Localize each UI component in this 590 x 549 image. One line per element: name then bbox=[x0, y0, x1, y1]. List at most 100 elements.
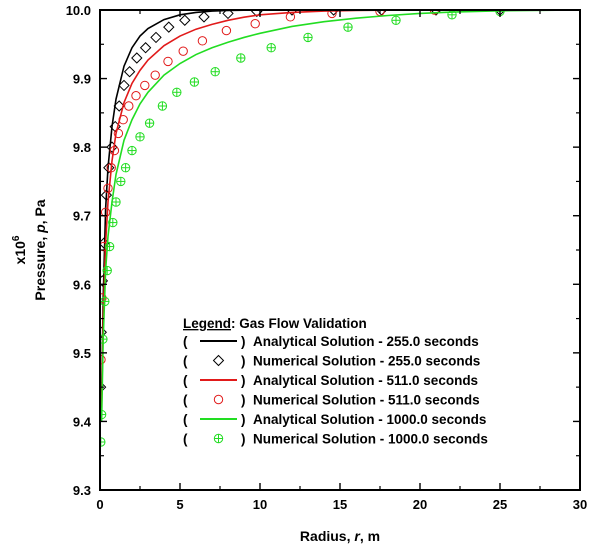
y-tick-label: 9.3 bbox=[73, 483, 91, 498]
legend-label: Analytical Solution - 255.0 seconds bbox=[253, 334, 479, 349]
legend-marker-swatch bbox=[212, 354, 225, 367]
legend-label: Numerical Solution - 255.0 seconds bbox=[253, 354, 480, 369]
data-point bbox=[150, 70, 160, 80]
y-axis-multiplier-exponent: 6 bbox=[11, 235, 22, 241]
legend-heading: Legend: Gas Flow Validation bbox=[183, 316, 367, 331]
data-point bbox=[429, 10, 440, 15]
data-point bbox=[144, 118, 155, 128]
x-tick-label: 20 bbox=[413, 497, 427, 512]
data-point bbox=[118, 79, 130, 92]
data-point bbox=[100, 296, 110, 307]
legend-open-paren: ( bbox=[183, 354, 188, 369]
data-point bbox=[163, 56, 173, 67]
data-point bbox=[108, 217, 118, 228]
axis-ticks: 0 5 10 15 20 25 30 9.3 9.4 9.5 9.6 9.7 9.8 9.9 10.0 bbox=[66, 3, 588, 512]
data-point bbox=[157, 101, 168, 111]
data-point bbox=[343, 22, 353, 32]
data-point bbox=[303, 32, 313, 43]
legend-close-paren: ) bbox=[241, 334, 246, 349]
data-point bbox=[327, 10, 337, 19]
legend-open-paren: ( bbox=[183, 432, 188, 447]
legend-entry: () Numerical Solution - 1000.0 seconds bbox=[183, 432, 488, 447]
legend-label: Analytical Solution - 511.0 seconds bbox=[253, 373, 478, 388]
data-point bbox=[135, 132, 145, 142]
legend-label: Analytical Solution - 1000.0 seconds bbox=[253, 412, 486, 427]
legend-open-paren: ( bbox=[183, 373, 188, 388]
data-point bbox=[111, 197, 121, 207]
x-axis-title-variable: r bbox=[354, 528, 361, 544]
legend-marker-swatch bbox=[213, 433, 224, 444]
data-point bbox=[172, 87, 182, 97]
legend-marker-swatch bbox=[213, 394, 224, 405]
y-tick-label: 9.9 bbox=[73, 72, 91, 87]
series-markers-3 bbox=[100, 10, 440, 365]
x-tick-label: 5 bbox=[176, 497, 183, 512]
data-point bbox=[124, 101, 134, 111]
legend-open-paren: ( bbox=[183, 334, 188, 349]
data-point bbox=[150, 31, 162, 44]
legend-close-paren: ) bbox=[241, 432, 246, 447]
data-point bbox=[113, 128, 124, 139]
data-point bbox=[127, 145, 137, 156]
series-markers-5 bbox=[100, 10, 505, 447]
x-axis-title-suffix: , m bbox=[360, 528, 380, 544]
data-point bbox=[106, 163, 116, 173]
data-point bbox=[197, 36, 208, 46]
data-point bbox=[198, 11, 210, 23]
x-tick-label: 10 bbox=[253, 497, 267, 512]
y-axis-multiplier-base: x10 bbox=[12, 241, 28, 265]
data-point bbox=[113, 100, 125, 112]
data-point bbox=[140, 80, 150, 91]
data-point bbox=[131, 52, 143, 64]
y-axis-title-prefix: Pressure, bbox=[32, 233, 48, 301]
x-tick-label: 15 bbox=[333, 497, 347, 512]
legend-heading-underlined: Legend bbox=[183, 316, 231, 331]
x-tick-label: 30 bbox=[573, 497, 587, 512]
data-point bbox=[116, 176, 126, 187]
legend-open-paren: ( bbox=[183, 412, 188, 427]
y-tick-label: 10.0 bbox=[66, 3, 91, 18]
y-tick-label: 9.6 bbox=[73, 277, 91, 292]
y-axis-title-suffix: , Pa bbox=[32, 199, 48, 224]
data-point bbox=[179, 14, 191, 26]
data-point bbox=[447, 10, 457, 20]
y-tick-label: 9.5 bbox=[73, 346, 91, 361]
data-point bbox=[222, 10, 234, 20]
data-point bbox=[391, 15, 401, 25]
data-point bbox=[250, 19, 260, 29]
legend-label: Numerical Solution - 1000.0 seconds bbox=[253, 432, 488, 447]
y-tick-label: 9.7 bbox=[73, 209, 91, 224]
data-point bbox=[100, 189, 113, 201]
data-point bbox=[100, 207, 111, 217]
legend-close-paren: ) bbox=[241, 412, 246, 427]
data-point bbox=[109, 145, 120, 156]
legend-close-paren: ) bbox=[241, 373, 246, 388]
data-point bbox=[163, 21, 175, 33]
legend-heading-rest: : Gas Flow Validation bbox=[231, 316, 367, 331]
data-point bbox=[251, 10, 263, 18]
data-point bbox=[106, 141, 118, 153]
legend: Legend: Gas Flow Validation () Analytical… bbox=[183, 316, 488, 447]
legend-entry: () Analytical Solution - 511.0 seconds bbox=[183, 373, 478, 388]
data-point bbox=[118, 115, 128, 125]
data-point bbox=[102, 265, 112, 276]
x-axis-title-prefix: Radius, bbox=[300, 528, 354, 544]
y-axis-multiplier: x106 bbox=[11, 235, 28, 264]
data-point bbox=[430, 10, 442, 16]
data-point bbox=[100, 409, 107, 420]
legend-entry: () Numerical Solution - 511.0 seconds bbox=[183, 393, 480, 408]
data-point bbox=[285, 12, 296, 22]
y-tick-label: 9.4 bbox=[73, 414, 92, 429]
data-point bbox=[327, 10, 340, 16]
data-point bbox=[210, 67, 220, 77]
data-point bbox=[139, 42, 152, 54]
data-point bbox=[266, 43, 276, 53]
data-point bbox=[131, 91, 141, 101]
legend-label: Numerical Solution - 511.0 seconds bbox=[253, 393, 480, 408]
x-tick-label: 0 bbox=[96, 497, 103, 512]
data-point bbox=[104, 241, 115, 252]
y-axis-title: Pressure, p, Pa bbox=[32, 199, 48, 300]
x-axis-title: Radius, r, m bbox=[300, 528, 380, 544]
data-point bbox=[221, 25, 232, 36]
